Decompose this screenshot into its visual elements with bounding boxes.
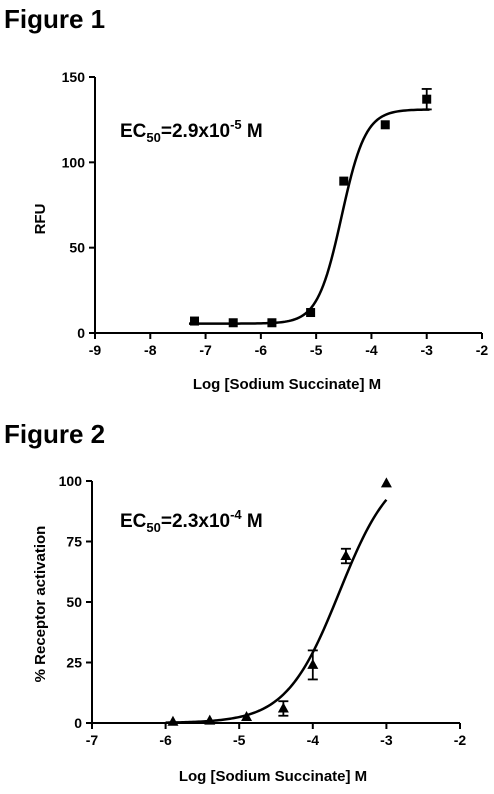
figure-2-data-point [241,710,253,721]
figure-1-data-point [380,120,390,130]
figure-2-y-tick-label: 75 [66,534,82,550]
figure-1-data-point [422,94,432,104]
figure-2-x-tick-label: -5 [233,732,246,748]
figure-2-fit-curve-group [165,498,388,724]
figure-2-x-tick-label: -6 [159,732,172,748]
figure-2-y-tick-label: 0 [74,715,82,731]
ec50-exponent: -5 [230,117,242,132]
figure-1-x-tick-label: -5 [310,342,323,358]
ec50-value: =2.9x10 [161,121,230,142]
figure-2-x-tick-label: -3 [380,732,393,748]
ec50-unit: M [242,121,263,142]
ec50-value: =2.3x10 [161,511,230,532]
figure-1-y-tick-label: 0 [77,325,85,341]
ec50-subscript: 50 [146,130,160,145]
ec50-unit: M [242,511,263,532]
figure-2-x-axis-label: Log [Sodium Succinate] M [179,768,367,785]
figure-2-axes: -7 -6 -5 -4 -3 -2 0 25 50 75 100 [59,473,467,748]
ec50-prefix: EC [120,511,147,532]
figure-1-x-tick-label: -9 [89,342,102,358]
figure-2-y-axis-label: % Receptor activation [32,526,49,683]
figure-2-data-point [277,702,289,713]
figure-1-y-tick-label: 50 [69,240,85,256]
figure-1-data-points [190,88,432,328]
figure-1-title: Figure 1 [4,4,105,34]
figure-1-x-tick-label: -4 [365,342,378,358]
figure-1-x-tick-label: -6 [255,342,268,358]
figure-2-ec50-annotation: EC50=2.3x10-4 M [120,507,263,535]
ec50-exponent: -4 [230,507,242,522]
figure-2-data-point [380,477,392,488]
figure-1-data-point [228,318,238,328]
figure-2-x-tick-label: -2 [454,732,467,748]
figure-1-y-tick-label: 150 [62,69,86,85]
ec50-subscript: 50 [146,520,160,535]
figure-2-data-points [167,477,392,726]
figure-1-data-point [339,176,349,186]
ec50-prefix: EC [120,121,147,142]
figure-1-data-point [267,318,277,328]
figure-1-axes: -9 -8 -7 -6 -5 -4 -3 -2 0 50 100 150 [62,69,489,358]
figure-1-y-axis-label: RFU [32,204,49,235]
figure-1-x-tick-label: -2 [476,342,489,358]
figure-1: Figure 1 EC50=2.9x10-5 M -9 -8 -7 -6 -5 -4 -3-… [4,4,488,393]
figure-2-y-tick-label: 50 [66,594,82,610]
figure-2-x-tick-label: -7 [86,732,99,748]
figure-2-data-point [204,714,216,725]
figure-2: Figure 2 EC50=2.3x10-4 M -7 -6 -5 -4 -3 -2025… [4,419,466,785]
figure-1-data-point [190,316,200,326]
figure-2-fit-curve [165,498,388,724]
figure-1-y-tick-label: 100 [62,154,86,170]
figure-2-y-tick-label: 25 [66,655,82,671]
figure-2-data-point [167,715,179,726]
figure-2-data-point [307,658,319,669]
figure-2-data-point [340,550,352,561]
figure-1-data-point [306,308,316,318]
figure-1-x-tick-label: -3 [420,342,433,358]
figure-1-x-axis-label: Log [Sodium Succinate] M [193,376,381,393]
figure-1-x-tick-label: -7 [199,342,212,358]
figure-2-y-tick-label: 100 [59,473,83,489]
figure-1-x-tick-label: -8 [144,342,157,358]
figure-2-title: Figure 2 [4,419,105,449]
figure-1-ec50-annotation: EC50=2.9x10-5 M [120,117,263,145]
figure-2-x-tick-label: -4 [307,732,320,748]
